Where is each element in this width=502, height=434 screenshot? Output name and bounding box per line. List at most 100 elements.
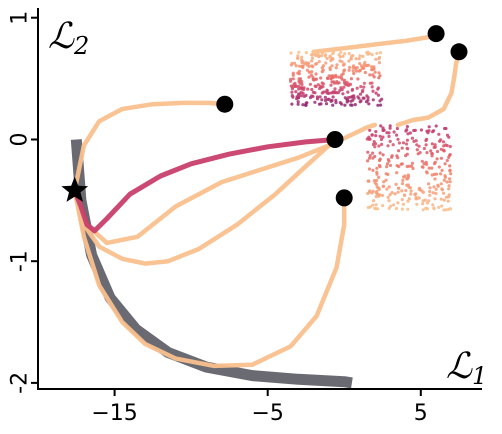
cluster-point [410,161,414,165]
cluster-point [440,204,444,208]
cluster-point [444,208,448,212]
endpoint-marker-2 [216,95,234,113]
cluster-point [434,187,438,191]
cluster-point [328,66,332,70]
cluster-point [372,75,376,79]
cluster-point [301,91,305,95]
cluster-point [314,84,318,89]
cluster-point [392,130,396,134]
y-axis-title-subscript: 2 [73,32,89,60]
cluster-point [439,182,443,186]
cluster-point [367,167,371,171]
cluster-point [335,63,339,67]
cluster-point [290,90,294,94]
cluster-point [372,179,376,183]
cluster-point [374,91,378,95]
cluster-point [378,99,382,103]
cluster-point [296,100,300,104]
cluster-point [387,134,391,138]
cluster-point [444,143,448,147]
endpoint-marker-3 [326,131,344,148]
cluster-point [356,95,360,99]
cluster-point [327,91,331,95]
start-star-marker [61,176,89,202]
cluster-point [317,54,321,58]
x-axis-title-subscript: 1 [472,362,487,390]
cluster-point [362,66,366,70]
cluster-point [402,193,406,197]
cluster-point [320,98,324,102]
cluster-point [377,194,381,198]
cluster-point [388,163,393,168]
cluster-point [425,201,429,205]
cluster-point [304,93,308,97]
cluster-point [418,151,422,155]
cluster-point [296,102,300,106]
cluster-point [289,79,293,83]
cluster-point [393,192,397,196]
y-axis-title: ℒ2 [48,16,89,60]
cluster-point [385,162,389,166]
cluster-point [374,130,378,134]
cluster-point [400,189,404,193]
cluster-point [432,162,437,166]
cluster-point [367,179,371,183]
cluster-point [318,86,322,91]
cluster-point [437,165,441,169]
cluster-point [424,160,428,164]
cluster-point [448,180,452,184]
cluster-point [335,81,340,85]
cluster-point [367,156,372,160]
cluster-point [290,102,294,106]
cluster-point [406,147,410,151]
cluster-point [396,201,400,205]
cluster-point [353,103,357,107]
cluster-point [329,74,333,78]
cluster-point [336,91,340,95]
y-tick-label: 0 [8,133,33,147]
cluster-point [311,77,315,82]
endpoint-marker-4 [335,189,353,207]
cluster-point [359,85,363,89]
cluster-point [334,75,338,79]
cluster-point [419,128,423,132]
cluster-point [437,132,441,136]
cluster-point [330,64,334,68]
cluster-point [387,131,391,135]
cluster-point [371,203,375,207]
cluster-point [370,85,374,89]
cluster-point [433,143,437,147]
cluster-point [325,89,329,93]
cluster-point [347,82,351,86]
cluster-point [341,72,345,76]
cluster-point [357,57,361,61]
cluster-point [371,168,375,172]
pareto-front-line [70,139,353,389]
endpoint-marker-1 [450,43,468,61]
cluster-point [406,199,410,203]
cluster-point [368,154,372,158]
cluster-point [428,186,432,190]
cluster-point [377,187,381,191]
cluster-point [349,77,353,81]
cluster-point [351,69,355,73]
cluster-point [337,75,341,79]
cluster-point [298,64,302,68]
cluster-point [425,151,429,155]
cluster-point [386,195,390,199]
cluster-point [443,175,447,179]
cluster-point [387,185,391,189]
cluster-point [391,143,395,147]
cluster-point [396,156,400,160]
cluster-point [370,133,374,137]
cluster-point [412,128,416,133]
cluster-point [442,178,446,182]
cluster-point [443,162,447,166]
cluster-point [365,94,369,98]
cluster-point [341,63,346,67]
cluster-point [299,94,303,98]
cluster-point [386,172,390,176]
cluster-point [291,85,295,89]
cluster-point [421,165,425,169]
cluster-point [359,64,364,68]
